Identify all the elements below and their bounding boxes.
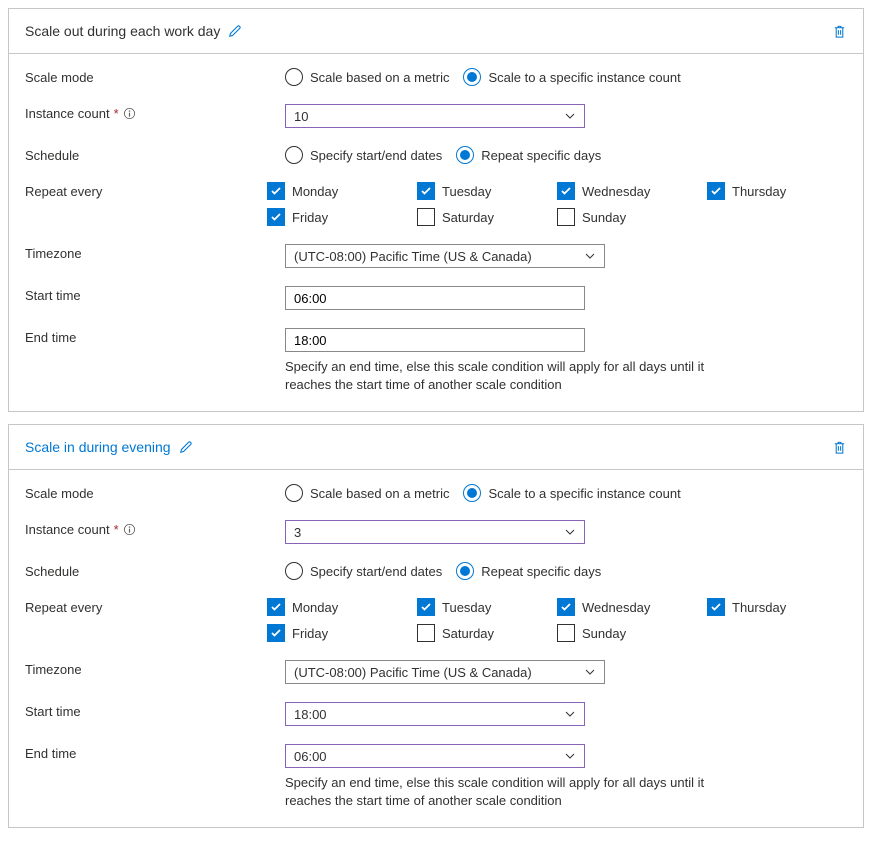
scale-condition-card: Scale out during each work day Scale mod… <box>8 8 864 412</box>
card-header: Scale out during each work day <box>9 9 863 54</box>
card-title: Scale in during evening <box>25 439 171 455</box>
end-time-label: End time <box>25 330 76 345</box>
start-time-input[interactable]: 18:00 <box>285 702 585 726</box>
chevron-down-icon <box>564 526 576 538</box>
schedule-dates-radio[interactable]: Specify start/end dates <box>285 562 442 580</box>
day-thursday-checkbox[interactable]: Thursday <box>707 182 847 200</box>
day-sunday-checkbox[interactable]: Sunday <box>557 208 707 226</box>
day-sunday-checkbox[interactable]: Sunday <box>557 624 707 642</box>
day-monday-checkbox[interactable]: Monday <box>267 598 417 616</box>
info-icon[interactable] <box>123 523 136 536</box>
start-time-label: Start time <box>25 288 81 303</box>
scale-mode-specific-radio[interactable]: Scale to a specific instance count <box>463 68 680 86</box>
schedule-label: Schedule <box>25 564 79 579</box>
day-wednesday-checkbox[interactable]: Wednesday <box>557 598 707 616</box>
schedule-dates-radio[interactable]: Specify start/end dates <box>285 146 442 164</box>
edit-icon[interactable] <box>179 440 193 454</box>
end-time-helper: Specify an end time, else this scale con… <box>285 358 745 393</box>
scale-condition-card: Scale in during evening Scale mode Scale… <box>8 424 864 828</box>
required-asterisk: * <box>114 106 119 121</box>
scale-mode-metric-radio[interactable]: Scale based on a metric <box>285 68 449 86</box>
timezone-label: Timezone <box>25 246 82 261</box>
day-tuesday-checkbox[interactable]: Tuesday <box>417 182 557 200</box>
scale-mode-label: Scale mode <box>25 486 94 501</box>
timezone-select[interactable]: (UTC-08:00) Pacific Time (US & Canada) <box>285 244 605 268</box>
repeat-every-label: Repeat every <box>25 600 102 615</box>
chevron-down-icon <box>564 750 576 762</box>
card-header: Scale in during evening <box>9 425 863 470</box>
repeat-every-label: Repeat every <box>25 184 102 199</box>
scale-mode-specific-radio[interactable]: Scale to a specific instance count <box>463 484 680 502</box>
day-wednesday-checkbox[interactable]: Wednesday <box>557 182 707 200</box>
end-time-helper: Specify an end time, else this scale con… <box>285 774 745 809</box>
day-friday-checkbox[interactable]: Friday <box>267 208 417 226</box>
required-asterisk: * <box>114 522 119 537</box>
end-time-input[interactable]: 06:00 <box>285 744 585 768</box>
scale-mode-label: Scale mode <box>25 70 94 85</box>
day-saturday-checkbox[interactable]: Saturday <box>417 624 557 642</box>
day-monday-checkbox[interactable]: Monday <box>267 182 417 200</box>
card-title: Scale out during each work day <box>25 23 220 39</box>
schedule-repeat-radio[interactable]: Repeat specific days <box>456 146 601 164</box>
instance-count-label: Instance count <box>25 106 110 121</box>
instance-count-input[interactable]: 10 <box>285 104 585 128</box>
day-tuesday-checkbox[interactable]: Tuesday <box>417 598 557 616</box>
edit-icon[interactable] <box>228 24 242 38</box>
start-time-label: Start time <box>25 704 81 719</box>
end-time-label: End time <box>25 746 76 761</box>
end-time-input[interactable] <box>285 328 585 352</box>
scale-mode-metric-radio[interactable]: Scale based on a metric <box>285 484 449 502</box>
timezone-label: Timezone <box>25 662 82 677</box>
day-saturday-checkbox[interactable]: Saturday <box>417 208 557 226</box>
timezone-select[interactable]: (UTC-08:00) Pacific Time (US & Canada) <box>285 660 605 684</box>
day-friday-checkbox[interactable]: Friday <box>267 624 417 642</box>
schedule-repeat-radio[interactable]: Repeat specific days <box>456 562 601 580</box>
info-icon[interactable] <box>123 107 136 120</box>
chevron-down-icon <box>584 666 596 678</box>
chevron-down-icon <box>564 708 576 720</box>
delete-icon[interactable] <box>832 440 847 455</box>
chevron-down-icon <box>564 110 576 122</box>
start-time-input[interactable] <box>285 286 585 310</box>
day-thursday-checkbox[interactable]: Thursday <box>707 598 847 616</box>
instance-count-input[interactable]: 3 <box>285 520 585 544</box>
schedule-label: Schedule <box>25 148 79 163</box>
delete-icon[interactable] <box>832 24 847 39</box>
chevron-down-icon <box>584 250 596 262</box>
instance-count-label: Instance count <box>25 522 110 537</box>
